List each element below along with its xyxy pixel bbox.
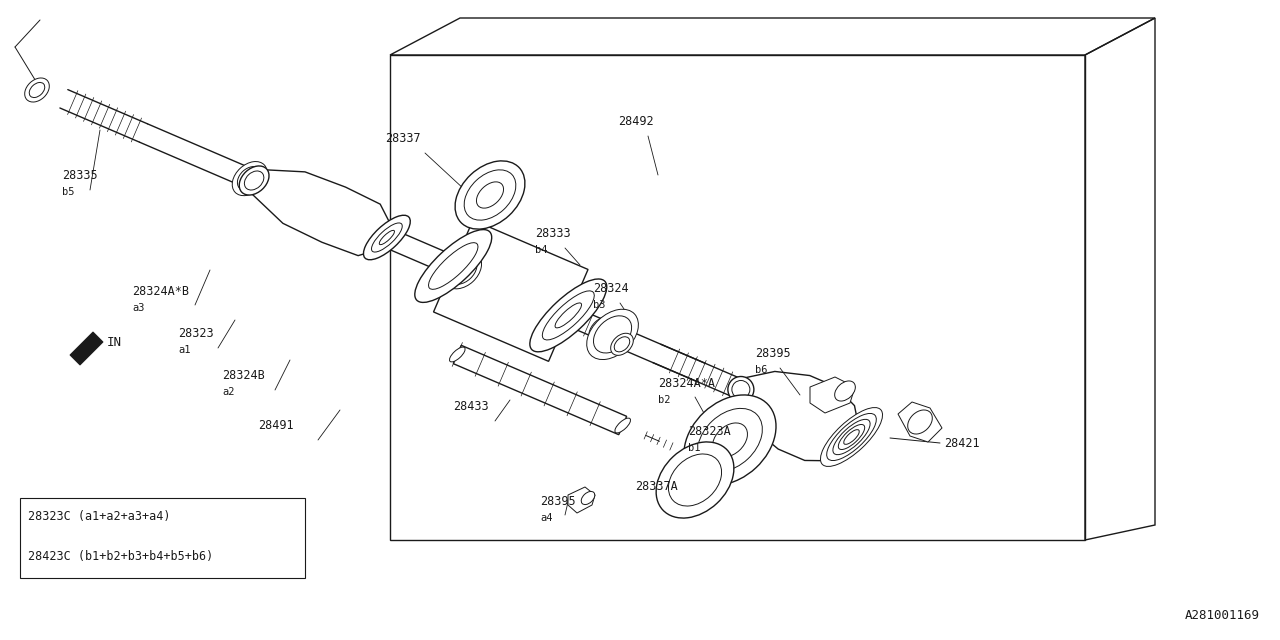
Ellipse shape	[586, 309, 639, 360]
Ellipse shape	[728, 376, 754, 403]
Text: 28324A*A: 28324A*A	[658, 377, 716, 390]
Polygon shape	[250, 170, 392, 255]
Polygon shape	[70, 332, 102, 365]
Text: a4: a4	[540, 513, 553, 523]
Text: 28324B: 28324B	[221, 369, 265, 382]
Text: 28323C (a1+a2+a3+a4): 28323C (a1+a2+a3+a4)	[28, 510, 170, 523]
Text: 28423C (b1+b2+b3+b4+b5+b6): 28423C (b1+b2+b3+b4+b5+b6)	[28, 550, 214, 563]
Polygon shape	[453, 346, 627, 435]
Text: b5: b5	[61, 187, 74, 197]
Text: b2: b2	[658, 395, 671, 405]
Polygon shape	[810, 377, 855, 413]
Text: 28492: 28492	[618, 115, 654, 128]
Polygon shape	[568, 487, 595, 513]
Ellipse shape	[835, 381, 855, 401]
Text: IN: IN	[108, 335, 122, 349]
Text: a3: a3	[132, 303, 145, 313]
Text: 28323: 28323	[178, 327, 214, 340]
Text: 28433: 28433	[453, 400, 489, 413]
Ellipse shape	[581, 492, 595, 504]
Ellipse shape	[820, 408, 882, 467]
Ellipse shape	[443, 251, 481, 289]
Ellipse shape	[232, 161, 268, 196]
Text: 28337: 28337	[385, 132, 421, 145]
Text: a2: a2	[221, 387, 234, 397]
Ellipse shape	[611, 333, 634, 355]
Text: 28491: 28491	[259, 419, 293, 432]
Text: b6: b6	[755, 365, 768, 375]
Text: 28421: 28421	[945, 436, 979, 449]
Text: 28324A*B: 28324A*B	[132, 285, 189, 298]
Ellipse shape	[239, 166, 269, 195]
Text: A281001169: A281001169	[1185, 609, 1260, 622]
Text: a1: a1	[178, 345, 191, 355]
Text: 28395: 28395	[755, 347, 791, 360]
Text: 28323A: 28323A	[689, 425, 731, 438]
Polygon shape	[899, 402, 942, 442]
Text: 28335: 28335	[61, 169, 97, 182]
Ellipse shape	[684, 395, 776, 485]
Ellipse shape	[415, 230, 492, 303]
Text: 28395: 28395	[540, 495, 576, 508]
Text: 28324: 28324	[593, 282, 628, 295]
Ellipse shape	[24, 78, 50, 102]
Ellipse shape	[449, 347, 465, 362]
Text: 28337A: 28337A	[635, 480, 677, 493]
Text: b4: b4	[535, 245, 548, 255]
Ellipse shape	[456, 161, 525, 229]
Ellipse shape	[589, 316, 618, 345]
Ellipse shape	[530, 279, 607, 352]
Bar	[20, 498, 305, 578]
Text: 28333: 28333	[535, 227, 571, 240]
Polygon shape	[434, 220, 588, 362]
Text: b3: b3	[593, 300, 605, 310]
Ellipse shape	[657, 442, 733, 518]
Ellipse shape	[364, 215, 411, 260]
Polygon shape	[736, 371, 858, 461]
Ellipse shape	[614, 418, 631, 433]
Text: b1: b1	[689, 443, 700, 453]
